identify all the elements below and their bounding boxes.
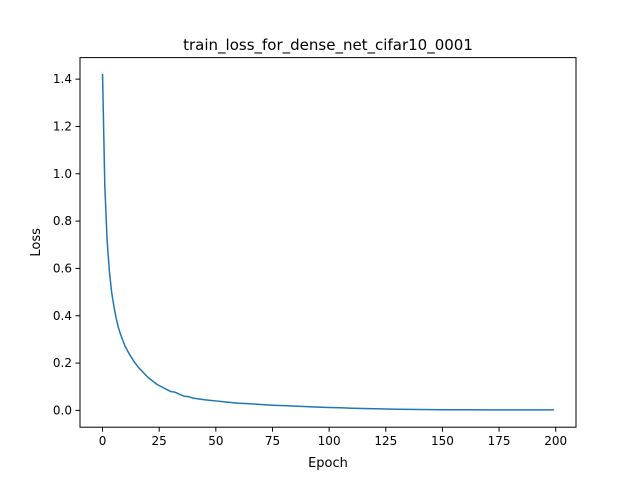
x-tick-label: 25: [152, 434, 167, 448]
plot-frame: [79, 57, 577, 428]
x-tick-label: 150: [431, 434, 454, 448]
series-layer: [101, 73, 555, 411]
y-axis-label: Loss: [29, 228, 44, 257]
y-tick-label: 0.6: [53, 261, 72, 275]
y-tick-label: 0.8: [53, 214, 72, 228]
y-tick-label: 1.2: [53, 119, 72, 133]
x-tick-label: 100: [318, 434, 341, 448]
plot-background: [80, 57, 576, 428]
x-tick-label: 75: [265, 434, 280, 448]
x-tick-label: 125: [374, 434, 397, 448]
x-axis-label: Epoch: [308, 456, 348, 471]
y-tick-label: 0.4: [53, 309, 72, 323]
y-tick-label: 0.2: [53, 356, 72, 370]
chart-title: train_loss_for_dense_net_cifar10_0001: [183, 36, 473, 55]
x-axis-ticks: 0 25 50 75 100 125 150 175 200: [99, 427, 567, 448]
y-tick-label: 0.0: [53, 403, 72, 417]
series-line-1: [101, 73, 555, 411]
y-tick-label: 1.4: [53, 72, 72, 86]
x-tick-label: 200: [544, 434, 567, 448]
y-tick-label: 1.0: [53, 167, 72, 181]
x-tick-label: 50: [208, 434, 223, 448]
x-tick-label: 0: [99, 434, 107, 448]
x-tick-label: 175: [488, 434, 511, 448]
y-axis-ticks: 0.0 0.2 0.4 0.6 0.8 1.0 1.2 1.4: [53, 72, 80, 417]
